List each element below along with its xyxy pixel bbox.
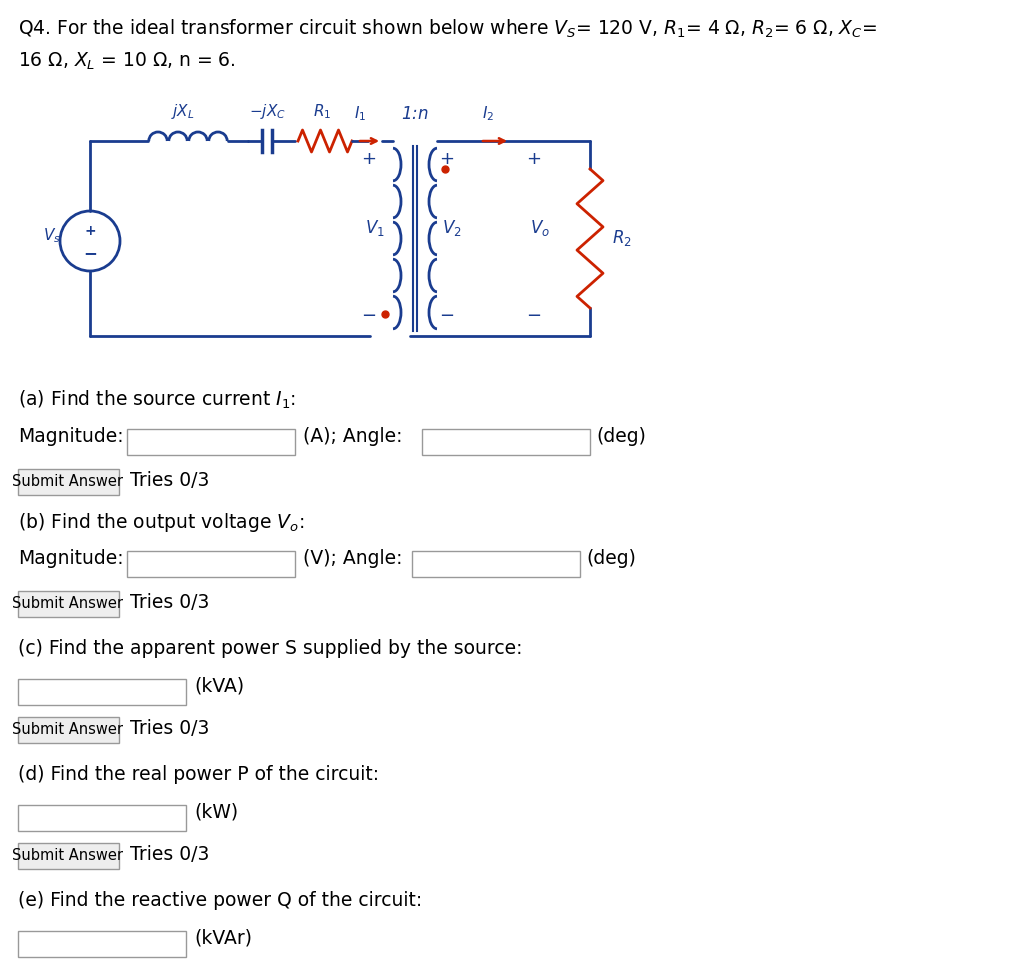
Text: $-jX_C$: $-jX_C$ — [249, 102, 286, 121]
Text: +: + — [526, 150, 542, 168]
FancyBboxPatch shape — [17, 717, 119, 743]
Text: 16 $\Omega$, $X_L$ = 10 $\Omega$, n = 6.: 16 $\Omega$, $X_L$ = 10 $\Omega$, n = 6. — [18, 51, 236, 72]
FancyBboxPatch shape — [18, 931, 186, 957]
FancyBboxPatch shape — [127, 429, 295, 455]
Text: (a) Find the source current $I_1$:: (a) Find the source current $I_1$: — [18, 389, 296, 411]
Text: Tries 0/3: Tries 0/3 — [130, 472, 209, 490]
Text: Submit Answer: Submit Answer — [12, 596, 124, 611]
Text: Q4. For the ideal transformer circuit shown below where $V_S$= 120 V, $R_1$= 4 $: Q4. For the ideal transformer circuit sh… — [18, 18, 878, 40]
Text: +: + — [361, 150, 377, 168]
Text: (kW): (kW) — [194, 803, 239, 822]
Text: Submit Answer: Submit Answer — [12, 848, 124, 863]
Text: (d) Find the real power P of the circuit:: (d) Find the real power P of the circuit… — [18, 765, 379, 784]
FancyBboxPatch shape — [18, 679, 186, 705]
Text: Magnitude:: Magnitude: — [18, 549, 124, 568]
FancyBboxPatch shape — [18, 805, 186, 831]
Text: $jX_L$: $jX_L$ — [171, 102, 195, 121]
Text: +: + — [84, 224, 96, 238]
Text: −: − — [83, 244, 97, 262]
Text: Magnitude:: Magnitude: — [18, 427, 124, 446]
Text: (kVA): (kVA) — [194, 677, 244, 696]
Text: $V_o$: $V_o$ — [530, 218, 550, 238]
Text: $R_1$: $R_1$ — [313, 102, 331, 121]
FancyBboxPatch shape — [17, 843, 119, 869]
Text: (e) Find the reactive power Q of the circuit:: (e) Find the reactive power Q of the cir… — [18, 891, 422, 910]
Text: (c) Find the apparent power S supplied by the source:: (c) Find the apparent power S supplied b… — [18, 639, 522, 658]
Text: −: − — [361, 307, 377, 325]
FancyBboxPatch shape — [127, 551, 295, 577]
Text: Tries 0/3: Tries 0/3 — [130, 720, 209, 738]
FancyBboxPatch shape — [17, 590, 119, 617]
Text: $I_1$: $I_1$ — [354, 105, 367, 123]
Text: $R_2$: $R_2$ — [612, 229, 632, 249]
Text: (A); Angle:: (A); Angle: — [303, 427, 402, 446]
Text: Submit Answer: Submit Answer — [12, 722, 124, 737]
Text: $V_s$: $V_s$ — [43, 227, 60, 245]
Text: −: − — [439, 307, 455, 325]
Text: Tries 0/3: Tries 0/3 — [130, 594, 209, 612]
Text: +: + — [439, 150, 455, 168]
Text: $I_2$: $I_2$ — [482, 105, 495, 123]
Text: 1:$n$: 1:$n$ — [401, 105, 429, 123]
Text: $V_1$: $V_1$ — [366, 218, 385, 238]
Text: (b) Find the output voltage $V_o$:: (b) Find the output voltage $V_o$: — [18, 511, 304, 534]
Text: −: − — [526, 307, 542, 325]
FancyBboxPatch shape — [422, 429, 590, 455]
Text: (V); Angle:: (V); Angle: — [303, 549, 402, 568]
FancyBboxPatch shape — [17, 469, 119, 495]
Text: (kVAr): (kVAr) — [194, 929, 252, 948]
Text: (deg): (deg) — [596, 427, 646, 446]
Text: Submit Answer: Submit Answer — [12, 474, 124, 489]
Text: Tries 0/3: Tries 0/3 — [130, 846, 209, 865]
Text: (deg): (deg) — [586, 549, 636, 568]
Text: $V_2$: $V_2$ — [442, 218, 462, 238]
FancyBboxPatch shape — [412, 551, 580, 577]
